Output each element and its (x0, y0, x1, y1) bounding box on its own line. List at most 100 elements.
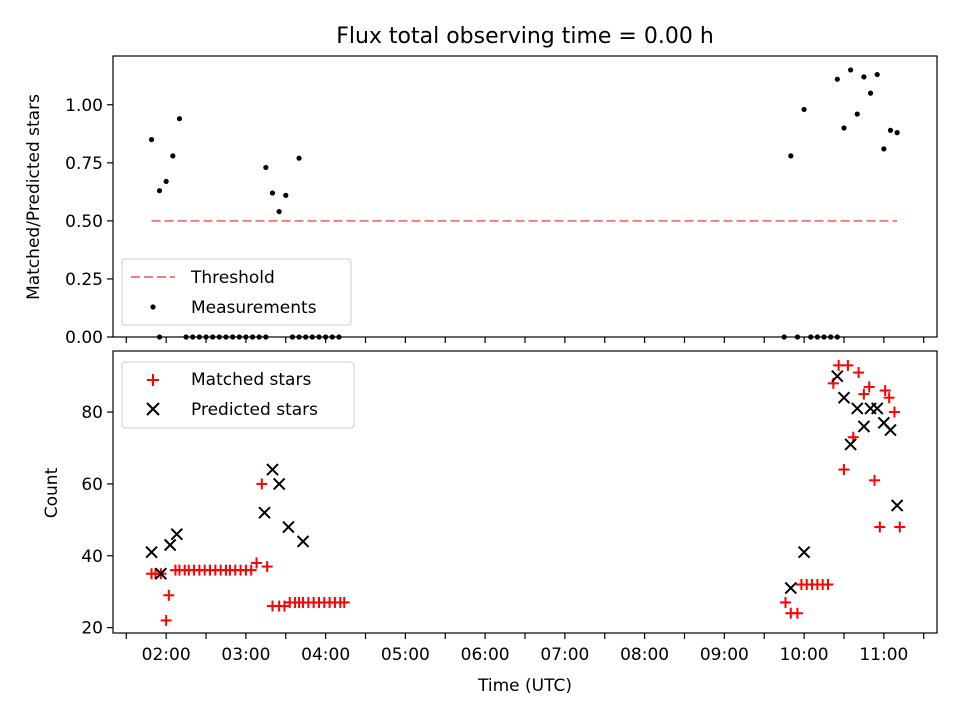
predicted-star-point (890, 499, 904, 512)
bottom-x-tick-label: 03:00 (221, 645, 270, 665)
measurement-point (887, 127, 894, 133)
matched-star-point (251, 557, 263, 569)
legend-predicted-swatch (146, 402, 160, 416)
measurement-point (316, 334, 322, 340)
matched-star-point (160, 614, 172, 626)
measurement-point (269, 190, 276, 196)
top-y-tick-label: 0.25 (65, 270, 103, 290)
measurement-point (243, 334, 249, 340)
predicted-star-stroke (797, 545, 811, 559)
measurement-point (854, 111, 860, 117)
measurement-point (296, 155, 302, 161)
matched-star-point (838, 464, 850, 476)
legend-predicted-label: Predicted stars (191, 400, 318, 420)
measurement-point (834, 334, 840, 340)
measurement-point (256, 334, 262, 340)
measurement-point (156, 188, 163, 194)
predicted-star-stroke (844, 438, 857, 451)
measurement-point (781, 334, 787, 340)
predicted-star-stroke (145, 545, 158, 559)
predicted-star-stroke (884, 423, 897, 437)
legend-measurements-swatch (150, 304, 156, 310)
measurement-point (861, 74, 867, 80)
measurement-point (808, 334, 814, 340)
matched-star-point (858, 388, 870, 400)
measurement-point (249, 334, 256, 340)
bottom-x-tick-label: 09:00 (700, 645, 749, 665)
bottom-x-tick-label: 06:00 (461, 645, 510, 665)
predicted-star-point (851, 402, 864, 415)
measurement-point (203, 334, 209, 340)
top-y-axis-label: Matched/Predicted stars (24, 94, 44, 300)
predicted-star-stroke (857, 420, 871, 433)
predicted-star-stroke (170, 528, 184, 541)
predicted-star-point (784, 581, 798, 595)
predicted-stars-series (145, 369, 904, 595)
predicted-star-point (163, 538, 177, 552)
legend-measurements-label: Measurements (191, 298, 317, 318)
predicted-star-stroke (272, 477, 286, 491)
matched-star-point (874, 521, 886, 533)
predicted-star-point (870, 402, 884, 415)
measurement-point (794, 334, 801, 340)
predicted-star-stroke (266, 463, 279, 476)
predicted-star-point (266, 463, 279, 476)
measurement-point (336, 334, 342, 340)
measurement-series (148, 67, 900, 340)
predicted-star-point (797, 545, 811, 559)
predicted-star-point (170, 528, 184, 541)
matched-star-point (338, 596, 350, 608)
bottom-x-tick-label: 08:00 (620, 645, 669, 665)
measurement-point (874, 71, 880, 78)
predicted-star-point (154, 567, 168, 580)
bottom-y-axis-label: Count (42, 467, 62, 518)
measurement-point (788, 153, 794, 159)
measurement-point (216, 334, 222, 340)
matched-star-point (842, 359, 854, 371)
predicted-star-point (258, 506, 271, 519)
measurement-point (263, 334, 269, 340)
top-y-axis: 0.00 0.25 0.50 0.75 1.00 (65, 96, 113, 348)
matched-star-point (791, 607, 803, 619)
matched-star-point (883, 392, 895, 404)
predicted-star-stroke (837, 391, 851, 404)
measurement-point (881, 146, 887, 152)
measurement-point (296, 334, 302, 340)
predicted-star-point (282, 520, 295, 534)
measurement-point (841, 125, 847, 131)
measurement-point (283, 192, 289, 198)
measurement-point (183, 334, 189, 340)
matched-star-point (245, 564, 257, 576)
matched-star-point (888, 406, 900, 418)
measurement-point (323, 334, 329, 340)
predicted-star-stroke (154, 567, 168, 580)
bottom-x-tick-label: 07:00 (540, 645, 589, 665)
measurement-point (276, 208, 282, 215)
predicted-star-stroke (784, 581, 798, 595)
bottom-x-axis-label: Time (UTC) (477, 676, 572, 696)
predicted-star-point (296, 535, 310, 548)
matched-star-point (779, 596, 791, 608)
bottom-y-tick-label: 20 (81, 619, 103, 639)
predicted-star-point (831, 369, 844, 383)
measurement-point (821, 334, 827, 340)
measurement-point (894, 130, 900, 136)
matched-star-point (869, 474, 881, 486)
matched-star-point (894, 521, 906, 533)
predicted-star-point (857, 420, 871, 433)
matched-star-point (163, 589, 175, 601)
measurement-point (801, 106, 807, 113)
top-y-tick-label: 0.50 (65, 212, 103, 232)
predicted-star-point (884, 423, 897, 437)
matched-star-point (863, 381, 875, 393)
top-chart-title: Flux total observing time = 0.00 h (336, 24, 714, 49)
matched-star-point (879, 385, 891, 397)
measurement-point (814, 334, 820, 340)
measurement-point (309, 334, 315, 340)
measurement-point (329, 334, 335, 340)
bottom-x-axis: 02:00 03:00 04:00 05:00 06:00 07:00 08:00 09:00… (125, 633, 925, 665)
top-x-ticks (125, 337, 925, 343)
measurement-point (163, 178, 169, 185)
measurement-point (176, 116, 183, 122)
